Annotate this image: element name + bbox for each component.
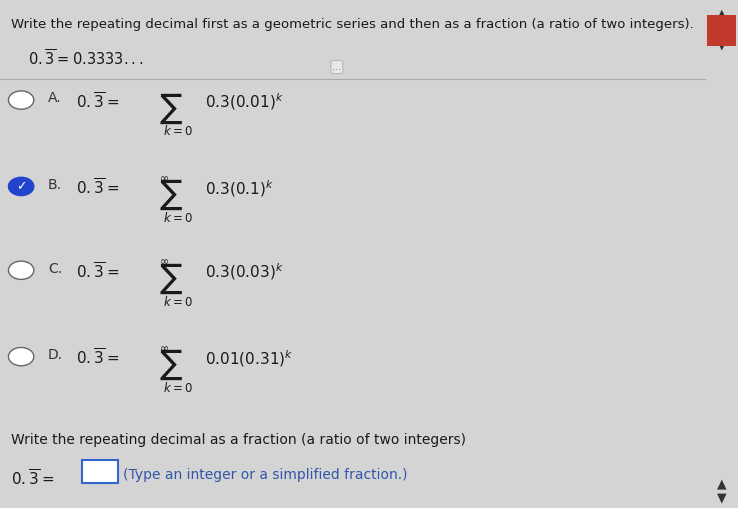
Text: $k=0$: $k=0$ [163,381,193,395]
Text: ✓: ✓ [16,180,27,193]
FancyBboxPatch shape [707,15,736,46]
Text: $0.\overline{3}=$: $0.\overline{3}=$ [76,262,120,282]
Text: $\sum$: $\sum$ [159,91,183,126]
Circle shape [8,177,34,196]
Text: $0.\overline{3}=$: $0.\overline{3}=$ [76,178,120,198]
Text: $0.\overline{3}=$: $0.\overline{3}=$ [10,468,54,489]
Text: $0.\overline{3}=$: $0.\overline{3}=$ [76,91,120,112]
Text: $\sum$: $\sum$ [159,262,183,296]
Circle shape [8,91,34,109]
Text: $k=0$: $k=0$ [163,211,193,225]
Circle shape [8,261,34,279]
FancyBboxPatch shape [82,460,118,483]
Text: $k=0$: $k=0$ [163,295,193,309]
Text: $k=0$: $k=0$ [163,124,193,139]
Text: (Type an integer or a simplified fraction.): (Type an integer or a simplified fractio… [123,468,408,483]
Text: $\infty$: $\infty$ [159,173,169,183]
Text: $0.01(0.31)^k$: $0.01(0.31)^k$ [205,348,294,369]
Text: $0.\overline{3}=$: $0.\overline{3}=$ [76,348,120,368]
Text: ▼: ▼ [717,38,726,51]
Text: $0.3(0.03)^k$: $0.3(0.03)^k$ [205,262,284,282]
Text: $\infty$: $\infty$ [159,257,169,267]
Text: Write the repeating decimal as a fraction (a ratio of two integers): Write the repeating decimal as a fractio… [10,433,466,447]
Text: $0.\overline{3}=0.3333...$: $0.\overline{3}=0.3333...$ [28,48,144,69]
Text: ...: ... [332,62,342,72]
Text: A.: A. [48,91,61,106]
Circle shape [8,347,34,366]
Text: Write the repeating decimal first as a geometric series and then as a fraction (: Write the repeating decimal first as a g… [10,18,693,31]
Text: $\sum$: $\sum$ [159,348,183,383]
Text: ▲: ▲ [717,477,726,490]
Text: D.: D. [48,348,63,362]
Text: B.: B. [48,178,62,192]
Text: $\infty$: $\infty$ [159,343,169,353]
Text: $\sum$: $\sum$ [159,178,183,212]
Text: ▼: ▼ [717,491,726,504]
Text: ▲: ▲ [717,8,726,21]
Text: C.: C. [48,262,62,276]
Text: $0.3(0.01)^k$: $0.3(0.01)^k$ [205,91,284,112]
Text: $0.3(0.1)^k$: $0.3(0.1)^k$ [205,178,274,199]
